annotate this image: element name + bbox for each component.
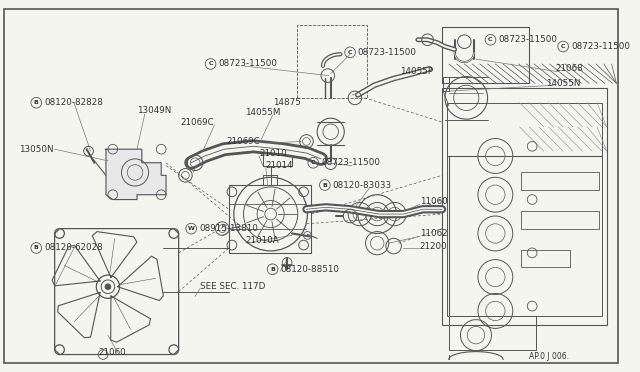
Text: B: B [323, 183, 327, 187]
Text: 21010: 21010 [259, 148, 287, 158]
Text: C: C [209, 61, 213, 67]
Text: B: B [34, 100, 38, 105]
Text: 13049N: 13049N [137, 106, 172, 115]
Circle shape [105, 284, 111, 290]
Text: 08120-62028: 08120-62028 [44, 244, 103, 253]
Bar [442, 27, 529, 83]
Bar [522, 173, 599, 190]
Text: 08120-82828: 08120-82828 [44, 98, 103, 107]
Text: 08915-13810: 08915-13810 [199, 224, 258, 233]
Text: C: C [311, 160, 316, 165]
Text: B: B [34, 246, 38, 250]
Text: 11062: 11062 [420, 229, 447, 238]
Text: SEE SEC. 117D: SEE SEC. 117D [200, 282, 266, 291]
Bar [449, 316, 536, 350]
Bar [522, 250, 570, 267]
Polygon shape [106, 149, 166, 199]
Text: 21010A: 21010A [246, 236, 279, 245]
Text: 21014: 21014 [266, 161, 293, 170]
Text: AP.0 J 006.: AP.0 J 006. [529, 352, 569, 361]
Bar [263, 151, 292, 166]
Text: C: C [561, 44, 565, 49]
Text: 08723-11500: 08723-11500 [499, 35, 557, 44]
Text: 21068: 21068 [556, 64, 583, 73]
Bar [442, 88, 607, 326]
Text: 08120-88510: 08120-88510 [280, 265, 339, 274]
Text: W: W [188, 226, 195, 231]
Bar [229, 185, 311, 253]
Text: 08723-11500: 08723-11500 [571, 42, 630, 51]
Text: 08120-83033: 08120-83033 [333, 180, 392, 189]
Text: 11060: 11060 [420, 197, 447, 206]
Text: 21069C: 21069C [226, 137, 260, 146]
Text: 14055P: 14055P [401, 67, 433, 76]
Text: 21060: 21060 [99, 348, 126, 357]
Bar [447, 103, 602, 316]
Bar [443, 77, 449, 91]
Text: 13050N: 13050N [19, 145, 53, 154]
Text: B: B [270, 267, 275, 272]
Text: 21200: 21200 [420, 241, 447, 251]
Text: 21069C: 21069C [180, 118, 214, 126]
Text: 14055N: 14055N [546, 79, 580, 88]
Text: 14055M: 14055M [246, 108, 281, 117]
Bar [297, 25, 367, 98]
Text: 08723-11500: 08723-11500 [218, 60, 277, 68]
Text: C: C [488, 37, 493, 42]
Text: C: C [348, 50, 352, 55]
Text: 14875: 14875 [273, 98, 300, 107]
Text: 08723-11500: 08723-11500 [321, 158, 380, 167]
Bar [522, 211, 599, 229]
Text: 08723-11500: 08723-11500 [358, 48, 417, 57]
